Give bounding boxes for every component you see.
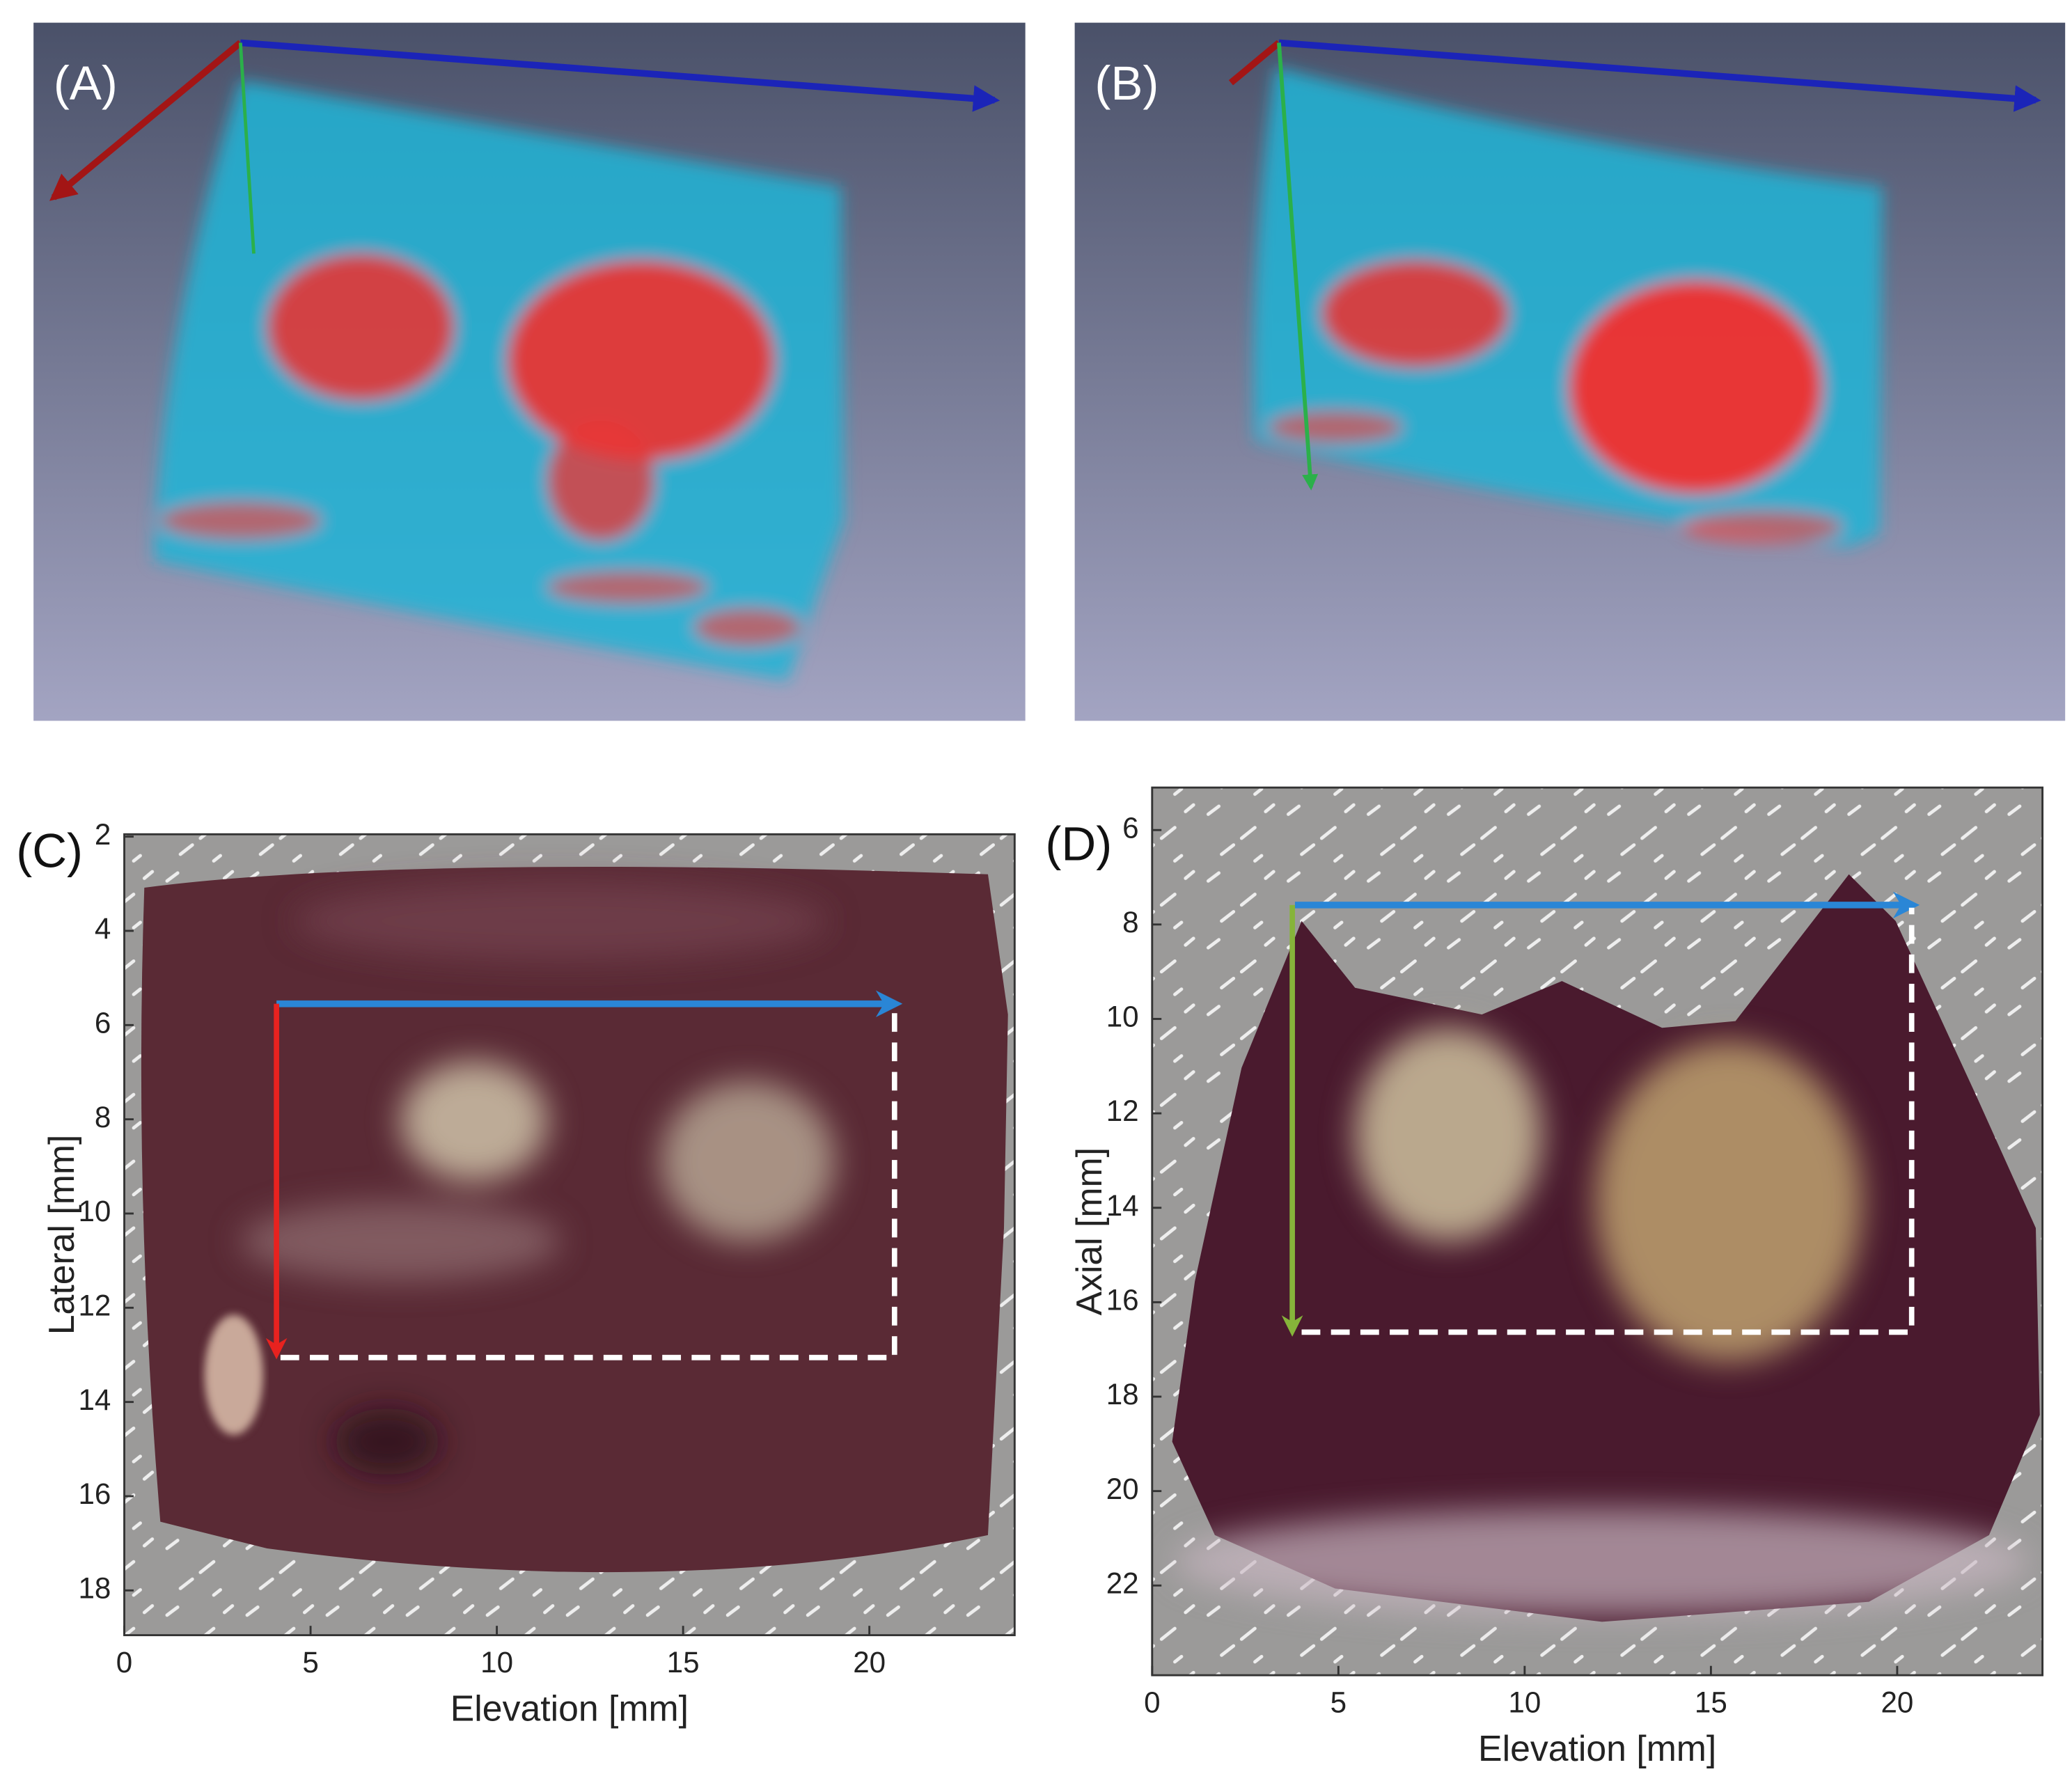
y-tick-label: 16 — [78, 1477, 111, 1510]
y-tick-label: 20 — [1106, 1473, 1139, 1505]
y-tick-label: 22 — [1106, 1567, 1139, 1599]
y-tick-label: 8 — [1122, 906, 1138, 939]
x-tick-label: 5 — [1331, 1686, 1347, 1718]
y-tick-label: 12 — [1106, 1094, 1139, 1127]
panel-label: (D) — [1045, 817, 1112, 871]
axes-frame — [123, 833, 1016, 1637]
y-tick-label: 8 — [95, 1101, 111, 1133]
axis-arrow — [1277, 42, 1319, 491]
panel-label: (A) — [54, 56, 118, 110]
y-tick-label: 14 — [1106, 1189, 1139, 1222]
y-axis-label: Lateral [mm] — [41, 1135, 81, 1335]
y-tick-label: 6 — [1122, 811, 1138, 844]
x-axis-label: Elevation [mm] — [1478, 1728, 1716, 1768]
y-tick-label: 16 — [1106, 1284, 1139, 1317]
y-tick-label: 12 — [78, 1289, 111, 1321]
y-tick-label: 6 — [95, 1006, 111, 1039]
axis-arrow — [238, 42, 256, 254]
y-tick-label: 14 — [78, 1383, 111, 1416]
panel-label: (C) — [16, 824, 83, 877]
x-tick-label: 10 — [480, 1646, 513, 1679]
x-tick-label: 0 — [1144, 1686, 1160, 1718]
photo-d — [1152, 787, 2043, 1676]
tissue — [141, 867, 1008, 1573]
y-tick-label: 10 — [78, 1195, 111, 1227]
panel-b: (B) — [1074, 22, 2066, 721]
x-tick-label: 15 — [1695, 1686, 1727, 1718]
volume — [153, 80, 844, 681]
tissue-detail — [204, 1314, 263, 1436]
panel-label: (B) — [1094, 56, 1159, 110]
x-tick-label: 20 — [1881, 1686, 1913, 1718]
x-tick-label: 20 — [853, 1646, 886, 1679]
tissue-detail — [1175, 1028, 2030, 1615]
y-tick-label: 18 — [78, 1571, 111, 1604]
y-axis-label: Axial [mm] — [1069, 1147, 1109, 1316]
x-tick-label: 15 — [667, 1646, 700, 1679]
tissue-detail — [240, 881, 835, 1475]
photo-c — [124, 834, 1015, 1635]
x-tick-label: 5 — [302, 1646, 318, 1679]
axis-arrow — [1228, 40, 1282, 86]
axis-arrow — [1278, 39, 2041, 112]
y-tick-label: 4 — [95, 912, 111, 945]
volume — [1253, 66, 1883, 548]
x-axis-label: Elevation [mm] — [450, 1688, 689, 1729]
x-tick-label: 0 — [116, 1646, 132, 1679]
panel-a: (A) — [33, 22, 1026, 721]
axes-frame — [1151, 786, 2044, 1677]
y-tick-label: 10 — [1106, 1000, 1139, 1033]
y-tick-label: 2 — [95, 818, 111, 851]
axis-arrow — [49, 40, 243, 201]
y-tick-label: 18 — [1106, 1378, 1139, 1411]
axis-arrow — [240, 39, 1000, 112]
dashed-outline — [1301, 907, 1915, 1335]
x-tick-label: 10 — [1508, 1686, 1541, 1718]
